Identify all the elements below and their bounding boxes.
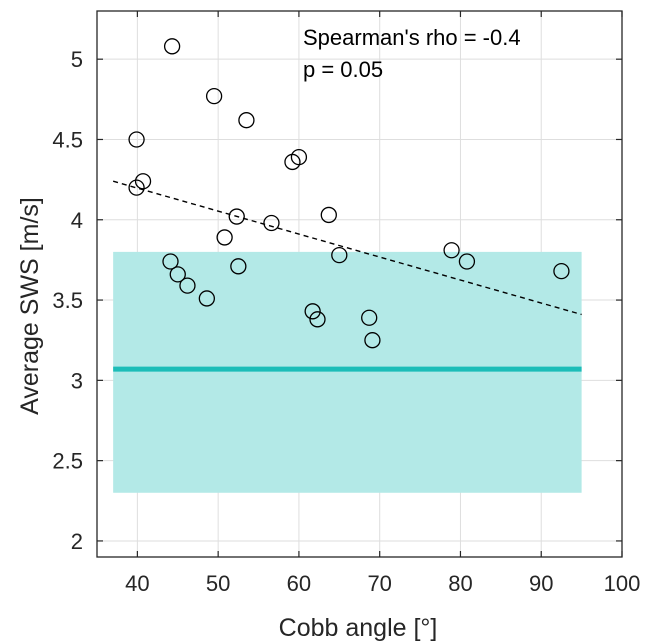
data-point [228,208,245,225]
data-point [216,229,233,246]
data-point [284,153,301,171]
annotation-p: p = 0.05 [303,57,383,82]
trend-line [112,180,582,316]
x-tick-labels: 40 50 60 70 80 90 100 [125,571,640,596]
y-tick-label: 3.5 [52,288,83,313]
data-point [263,214,280,232]
data-points [128,38,570,349]
data-point [443,242,460,259]
plot-frame [96,10,623,558]
data-point [198,290,215,307]
y-axis-label: Average SWS [m/s] [16,197,44,415]
data-point [205,87,223,105]
data-point [458,253,476,270]
data-point [364,332,381,349]
x-tick-label: 70 [367,571,391,596]
data-point [230,258,247,275]
x-tick-label: 40 [125,571,149,596]
y-tick-labels: 2 2.5 3 3.5 4 4.5 5 [52,47,83,554]
x-tick-label: 90 [529,571,553,596]
data-point [128,131,145,148]
y-tick-label: 5 [71,47,83,72]
x-tick-label: 80 [448,571,472,596]
x-tick-label: 60 [287,571,311,596]
data-point [179,277,196,294]
data-point [169,266,186,283]
annotation-rho: Spearman's rho = -0.4 [303,25,521,50]
reference-band [113,251,582,493]
y-tick-label: 2 [71,529,83,554]
y-tick-label: 4.5 [52,127,83,152]
y-tick-label: 4 [71,208,83,233]
axis-ticks [97,11,623,557]
data-point [304,303,321,320]
data-point [361,309,378,326]
data-point [134,173,152,190]
data-point [162,253,179,270]
data-point [238,112,255,129]
x-tick-label: 50 [206,571,230,596]
data-point [309,311,326,328]
data-point [553,263,570,280]
y-tick-label: 3 [71,368,83,393]
data-point [163,38,181,55]
data-point [128,179,145,196]
x-axis-label: Cobb angle [°] [279,614,438,642]
y-tick-label: 2.5 [52,449,83,474]
data-point [331,246,348,264]
data-point [320,206,337,224]
x-tick-label: 100 [604,571,641,596]
